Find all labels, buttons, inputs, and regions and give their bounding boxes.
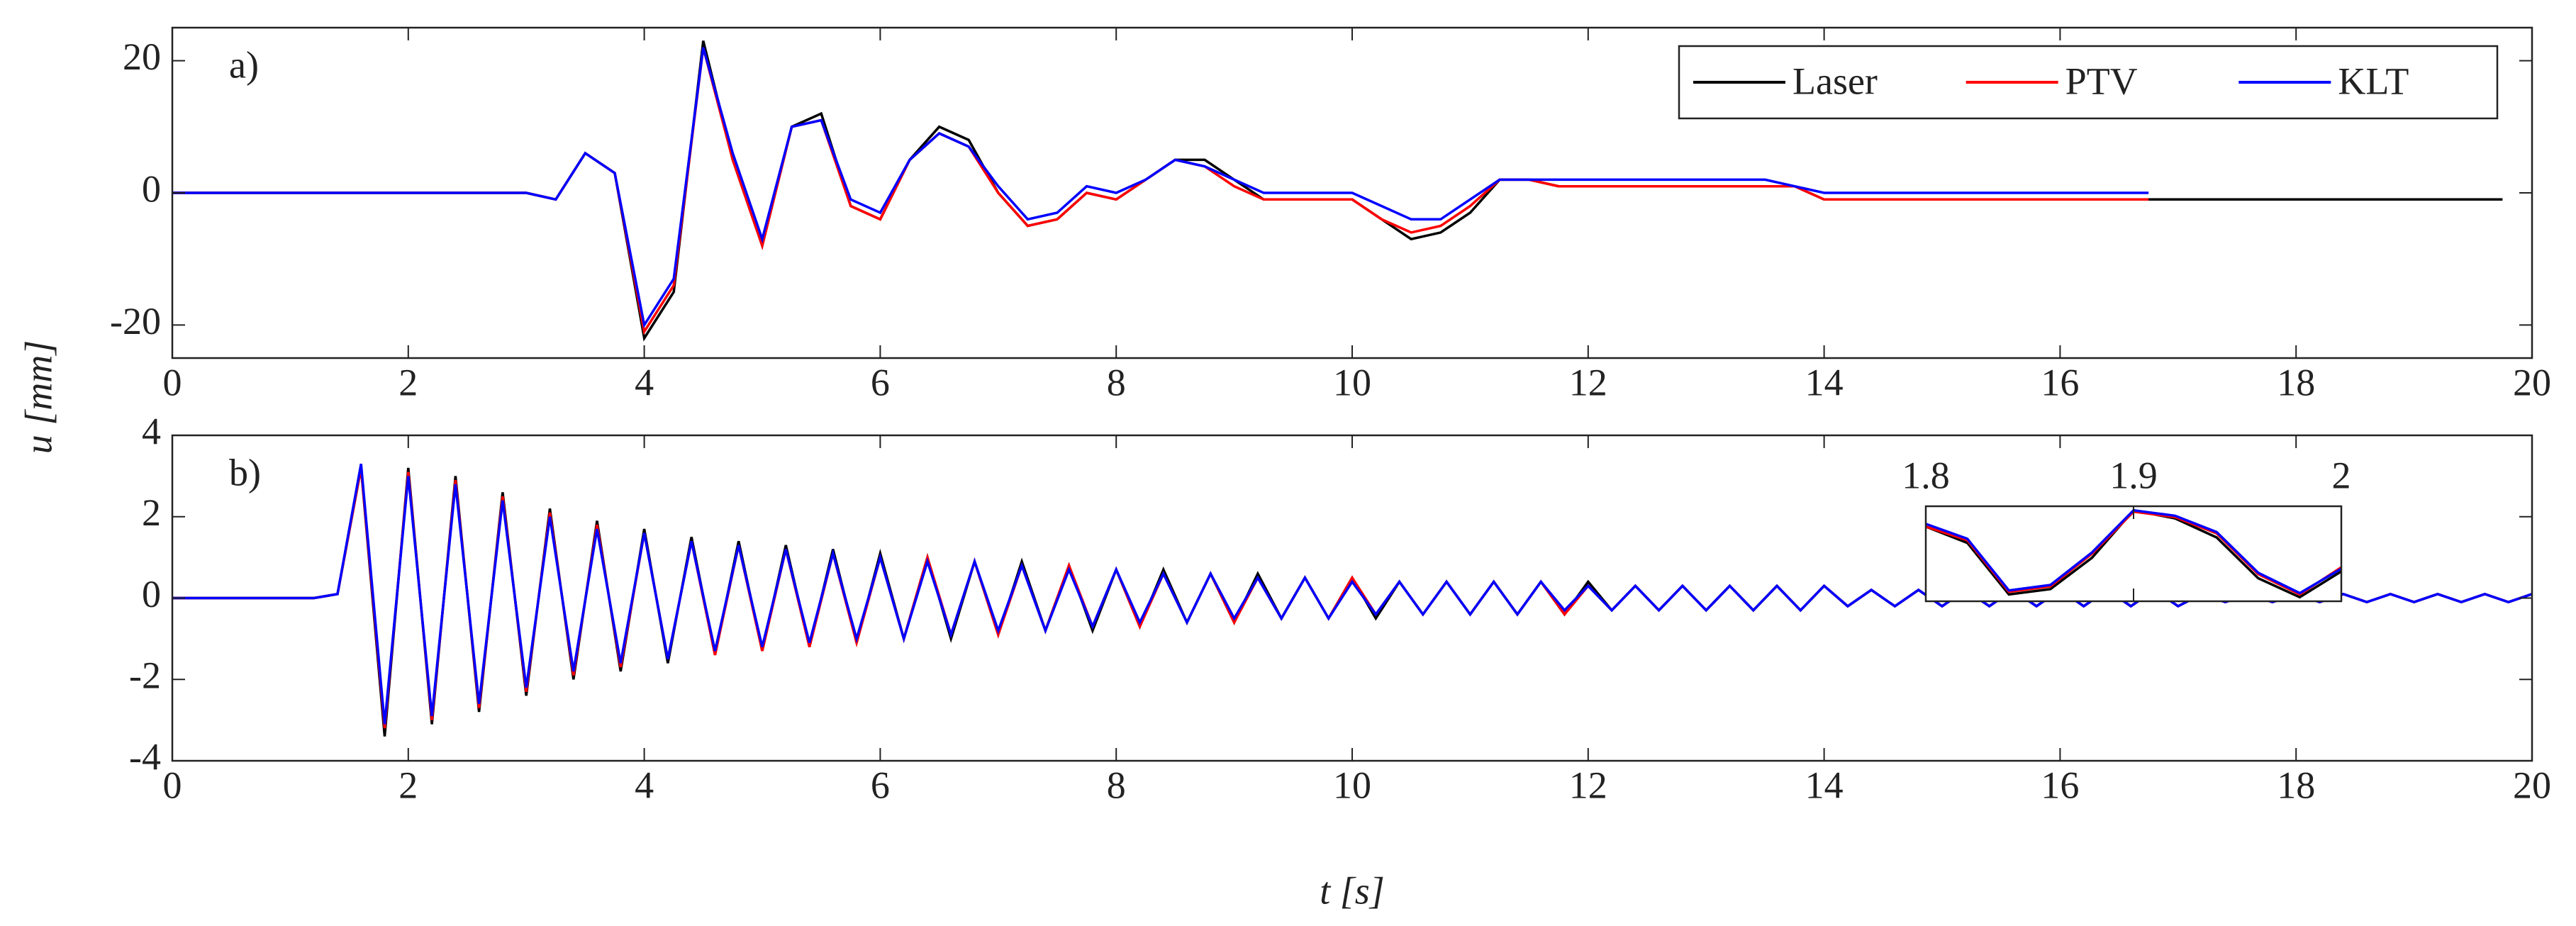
y-axis-label: u [mm]	[17, 340, 60, 454]
y-tick-label: 0	[142, 167, 161, 210]
legend-label: PTV	[2065, 60, 2138, 102]
x-tick-label: 14	[1805, 764, 1844, 806]
x-tick-label: 6	[871, 361, 890, 403]
x-tick-label: 10	[1333, 764, 1371, 806]
legend-label: Laser	[1792, 60, 1878, 102]
y-tick-label: -2	[129, 654, 161, 697]
x-tick-label: 16	[2041, 764, 2079, 806]
axes-box	[1924, 505, 2343, 603]
x-tick-label: 2	[398, 764, 418, 806]
y-tick-label: -20	[110, 300, 161, 342]
x-tick-label: 6	[871, 764, 890, 806]
x-tick-label: 18	[2277, 764, 2315, 806]
legend-box	[1678, 45, 2499, 120]
x-tick-label: 8	[1107, 361, 1126, 403]
x-tick-label: 14	[1805, 361, 1844, 403]
y-tick-label: 20	[123, 35, 161, 78]
x-tick-label: 12	[1569, 361, 1607, 403]
x-tick-label: 16	[2041, 361, 2079, 403]
x-tick-label: 8	[1107, 764, 1126, 806]
panel-label: b)	[229, 451, 261, 493]
x-tick-label: 4	[635, 764, 654, 806]
x-tick-label: 1.8	[1902, 454, 1950, 496]
y-tick-label: 0	[142, 573, 161, 615]
x-tick-label: 20	[2513, 361, 2551, 403]
x-tick-label: 18	[2277, 361, 2315, 403]
y-tick-label: 2	[142, 491, 161, 534]
series-line	[172, 47, 2149, 329]
y-tick-label: 4	[142, 410, 161, 452]
x-tick-label: 20	[2513, 764, 2551, 806]
x-tick-label: 1.9	[2109, 454, 2158, 496]
x-tick-label: 12	[1569, 764, 1607, 806]
y-tick-label: -4	[129, 735, 161, 778]
panel-label: a)	[229, 43, 259, 86]
x-tick-label: 2	[2332, 454, 2351, 496]
x-tick-label: 0	[163, 764, 182, 806]
x-axis-label: t [s]	[1320, 869, 1385, 912]
axes-box	[171, 26, 2533, 359]
axes-box	[171, 434, 2533, 762]
x-tick-label: 2	[398, 361, 418, 403]
legend-label: KLT	[2338, 60, 2409, 102]
x-tick-label: 10	[1333, 361, 1371, 403]
x-tick-label: 0	[163, 361, 182, 403]
x-tick-label: 4	[635, 361, 654, 403]
